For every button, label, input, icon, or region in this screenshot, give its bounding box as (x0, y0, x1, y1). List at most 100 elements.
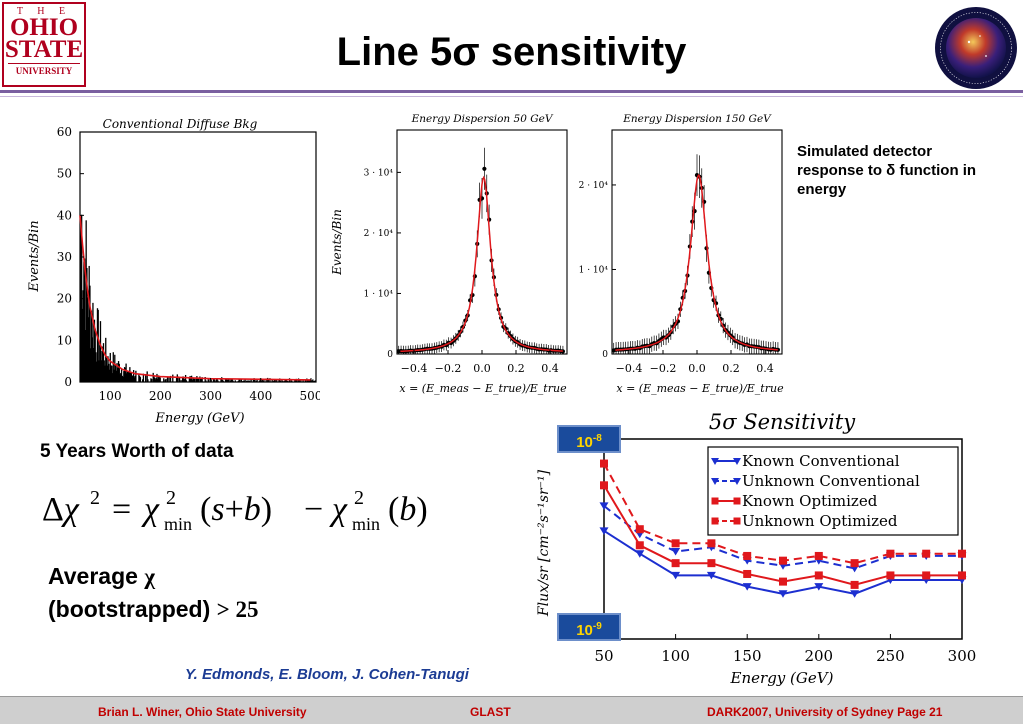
legend-box (707, 446, 959, 536)
footer-bar (0, 696, 1023, 724)
slide-title: Line 5σ sensitivity (336, 30, 687, 74)
histogram-bar (81, 308, 84, 382)
histogram-bar (116, 363, 118, 382)
histogram-bar (101, 350, 103, 382)
histogram-bar (83, 261, 85, 382)
histogram-bar (226, 378, 228, 382)
y-tick-label: 0 (64, 375, 72, 389)
histogram-bar (180, 380, 182, 382)
histogram-bar (290, 379, 292, 382)
series-marker (707, 559, 716, 568)
histogram-bar (193, 378, 195, 382)
svg-text:Δχ: Δχ (42, 491, 80, 528)
histogram-bar (298, 380, 300, 382)
x-tick-label: 100 (99, 389, 122, 403)
histogram-bar (311, 380, 313, 382)
series-marker (779, 577, 787, 586)
histogram-bar (100, 360, 102, 382)
histogram-bar (255, 380, 258, 382)
histogram-bar (151, 379, 153, 382)
histogram-bar (308, 380, 310, 382)
x-tick-label: 50 (594, 647, 613, 665)
title-divider (0, 90, 1023, 93)
chi-symbol: χ (144, 564, 155, 589)
histogram-bar (182, 376, 184, 382)
histogram-bar (169, 375, 172, 382)
footer-project: GLAST (470, 705, 511, 719)
logo-ohio: OHIO (9, 14, 79, 41)
histogram-bar (126, 373, 128, 382)
histogram-bar (139, 377, 142, 382)
histogram-bar (200, 378, 202, 382)
histogram-bar (229, 378, 231, 382)
histogram-bar (154, 377, 156, 382)
histogram-bar (175, 377, 178, 382)
legend-label: Unknown Optimized (742, 512, 898, 530)
histogram-bar (243, 380, 245, 382)
x-tick-label: 0.0 (473, 362, 491, 375)
histogram-bar (190, 375, 193, 382)
y-tick-label: 60 (57, 125, 72, 139)
y-tick-label: 3 · 10⁴ (364, 168, 394, 178)
histogram-bar (284, 380, 286, 382)
y-axis-label: Events/Bin (27, 220, 42, 292)
histogram-bar (271, 379, 273, 382)
histogram-bar (106, 365, 108, 382)
histogram-bar (126, 371, 129, 382)
legend-marker (733, 517, 741, 525)
histogram-bar (120, 372, 122, 382)
histogram-bar (190, 378, 192, 382)
histogram-bar (166, 377, 169, 382)
histogram-bar (163, 378, 165, 382)
histogram-bar (96, 361, 98, 382)
series-marker (671, 559, 680, 568)
fit-curve (400, 175, 563, 353)
histogram-bar (294, 379, 297, 382)
dispersion-50-chart: Energy Dispersion 50 GeV Events/Bin x = … (330, 113, 568, 395)
flux-1e-8-tag: 10-8 (557, 425, 621, 453)
histogram-bar (312, 381, 315, 382)
histogram-bar (225, 379, 227, 382)
histogram-bar (139, 375, 141, 382)
logo-state: STATE (4, 36, 84, 63)
histogram-bar (156, 373, 158, 382)
histogram-bar (245, 380, 248, 382)
histogram-bar (230, 380, 232, 382)
x-tick-label: 400 (249, 389, 272, 403)
histogram-bar (176, 374, 178, 382)
svg-text:2: 2 (166, 487, 176, 509)
histogram-bar (224, 378, 227, 382)
y-tick-label: 0 (602, 350, 608, 360)
series-marker (743, 569, 752, 578)
x-axis-label: Energy (GeV) (154, 411, 244, 426)
histogram-bar (192, 377, 194, 382)
histogram-bar (252, 379, 255, 382)
histogram-bar (164, 379, 166, 382)
y-tick-label: 1 · 10⁴ (579, 265, 609, 275)
histogram-bar (112, 352, 114, 382)
histogram-bar (239, 378, 241, 382)
histogram-bars (80, 214, 316, 382)
histogram-bar (130, 372, 133, 382)
histogram-bar (306, 379, 309, 382)
histogram-bar (158, 377, 160, 382)
histogram-bar (282, 381, 284, 382)
histogram-bar (231, 378, 233, 382)
svg-text:χ: χ (141, 491, 160, 528)
histogram-bar (191, 380, 194, 382)
histogram-bar (258, 380, 261, 382)
histogram-bar (177, 376, 179, 382)
histogram-bar (214, 380, 216, 382)
histogram-bar (285, 379, 287, 382)
histogram-bar (102, 343, 105, 382)
series-marker (671, 539, 680, 548)
histogram-bar (128, 372, 130, 382)
chart-title: Energy Dispersion 150 GeV (622, 113, 772, 125)
x-tick-label: −0.2 (435, 362, 462, 375)
histogram-bar (121, 375, 123, 382)
histogram-bar (208, 379, 210, 382)
authors-credit: Y. Edmonds, E. Bloom, J. Cohen-Tanugi (185, 666, 469, 683)
y-tick-label: 20 (57, 292, 72, 306)
histogram-bar (119, 374, 121, 382)
histogram-bar (246, 380, 249, 382)
